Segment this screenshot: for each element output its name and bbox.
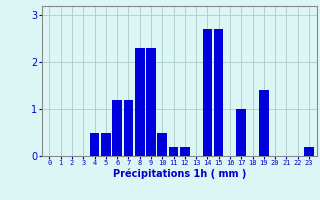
- Bar: [203, 29, 212, 156]
- Bar: [146, 48, 156, 156]
- Bar: [304, 147, 314, 156]
- Bar: [90, 133, 100, 156]
- Bar: [157, 133, 167, 156]
- Bar: [135, 48, 145, 156]
- Bar: [180, 147, 190, 156]
- Bar: [124, 100, 133, 156]
- X-axis label: Précipitations 1h ( mm ): Précipitations 1h ( mm ): [113, 169, 246, 179]
- Bar: [101, 133, 111, 156]
- Bar: [169, 147, 178, 156]
- Bar: [214, 29, 223, 156]
- Bar: [112, 100, 122, 156]
- Bar: [259, 90, 268, 156]
- Bar: [236, 109, 246, 156]
